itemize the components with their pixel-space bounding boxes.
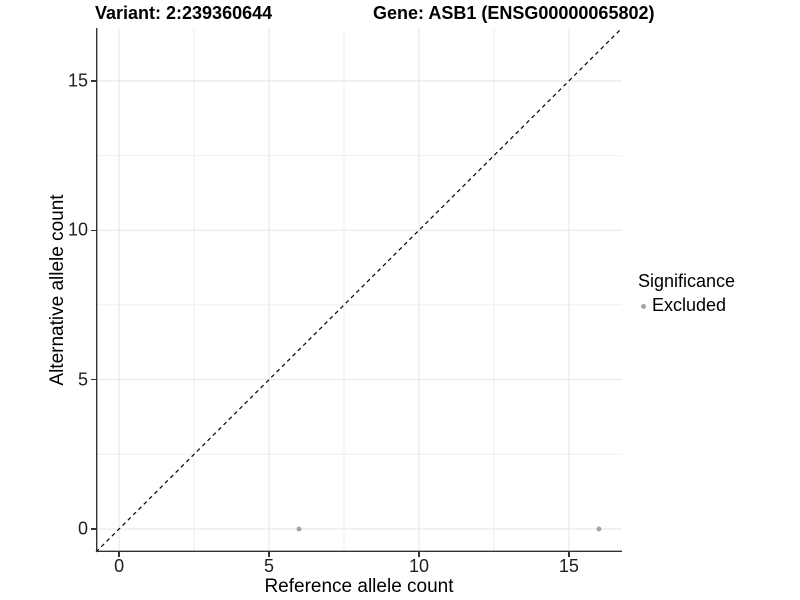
data-point: [596, 526, 602, 532]
y-tick-label: 5: [77, 369, 88, 390]
x-tick-mark: [268, 552, 270, 557]
y-tick-label: 0: [77, 518, 88, 539]
x-tick-mark: [118, 552, 120, 557]
plot-title-gene: Gene: ASB1 (ENSG00000065802): [373, 3, 655, 23]
x-axis-title: Reference allele count: [264, 576, 454, 597]
legend-item: Excluded: [638, 295, 735, 316]
y-tick-mark: [91, 229, 96, 231]
data-point: [296, 526, 302, 532]
y-tick-label: 15: [67, 70, 88, 91]
legend-title: Significance: [638, 271, 736, 291]
legend: Significance Excluded: [638, 271, 735, 316]
x-tick-label: 0: [114, 556, 125, 576]
plot-svg: [95, 27, 623, 553]
legend-items: Excluded: [638, 295, 735, 316]
x-tick-label: 5: [264, 556, 275, 576]
y-tick-mark: [91, 528, 96, 530]
x-tick-label: 15: [558, 556, 579, 576]
y-tick-mark: [91, 378, 96, 381]
legend-point-icon: [641, 304, 646, 309]
x-tick-mark: [568, 552, 570, 557]
x-tick-mark: [418, 552, 420, 557]
plot-title-variant: Variant: 2:239360644: [95, 3, 273, 23]
y-tick-mark: [91, 80, 96, 82]
plot-panel: [95, 27, 623, 553]
identity-line: [95, 27, 623, 553]
legend-item-label: Excluded: [652, 295, 727, 315]
y-tick-label: 10: [67, 219, 88, 240]
x-tick-label: 10: [408, 556, 429, 576]
